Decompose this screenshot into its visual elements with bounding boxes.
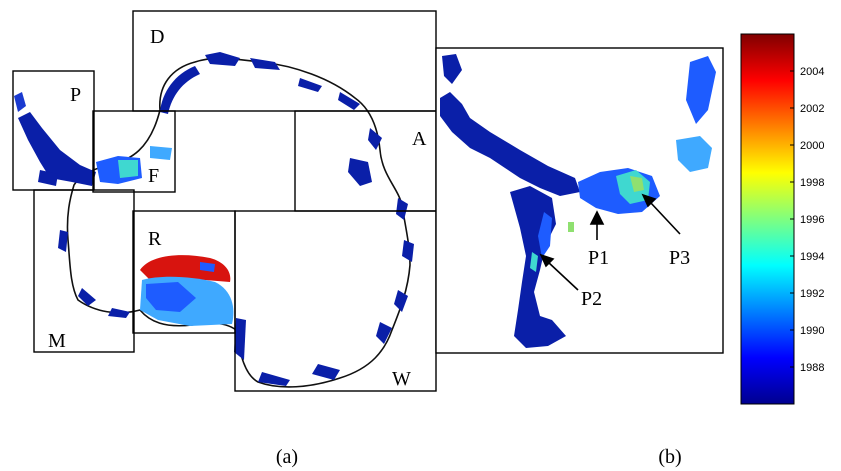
region-labels: P D A F R W M: [48, 26, 427, 390]
colorbar-tick-label: 1998: [800, 177, 824, 189]
point-label-p2: P2: [581, 288, 602, 310]
zoom-peninsula-ice: [440, 92, 580, 196]
peninsula-ice: [18, 112, 96, 186]
region-label-r: R: [148, 228, 162, 250]
point-label-p1: P1: [588, 247, 609, 269]
zoom-glacier-shallow: [538, 212, 552, 258]
ice-shelf-fronts: [38, 52, 414, 386]
region-box-m: [33, 189, 135, 353]
colorbar-tick-label: 2004: [800, 66, 824, 78]
panel-b-frame: [435, 47, 724, 354]
point-arrows: [539, 193, 681, 291]
point-label-p3: P3: [669, 247, 690, 269]
zoom-embayment-green: [630, 176, 644, 192]
colorbar-tick-label: 1990: [800, 325, 824, 337]
zoom-glacier-cyan: [530, 252, 538, 272]
caption-a: (a): [276, 446, 298, 468]
colorbar-ramp: [740, 33, 795, 405]
colorbar-tick-label: 2002: [800, 103, 824, 115]
point-labels: P1 P2 P3: [581, 247, 690, 310]
colorbar-tick-label: 1992: [800, 288, 824, 300]
zoom-ice-northeast: [686, 56, 716, 124]
colorbar-tick-label: 1996: [800, 214, 824, 226]
region-label-w: W: [392, 368, 411, 390]
colorbar: 2004 2002 2000 1998 1996 1994 1992 1990 1988: [740, 33, 824, 405]
ross-ice-shelf: [140, 255, 234, 326]
colorbar-tick-label: 1994: [800, 251, 824, 263]
colorbar-ticks: 2004 2002 2000 1998 1996 1994 1992 1990 1988: [790, 66, 824, 374]
peninsula-ice-north: [14, 92, 26, 112]
region-label-m: M: [48, 330, 66, 352]
panel-a-map: P D A F R W M (a): [12, 10, 437, 468]
zoom-glacier-south: [510, 186, 566, 348]
filchner-ice: [96, 146, 172, 184]
panel-b-zoom: P1 P2 P3 (b): [435, 47, 724, 468]
region-label-p: P: [70, 84, 81, 106]
region-label-f: F: [148, 165, 159, 187]
region-label-d: D: [150, 26, 164, 48]
colorbar-tick-label: 1988: [800, 362, 824, 374]
zoom-ice-green-dot: [568, 222, 574, 232]
colorbar-tick-label: 2000: [800, 140, 824, 152]
caption-b: (b): [658, 446, 681, 468]
zoom-peninsula-north: [442, 54, 462, 84]
zoom-ice-east: [676, 136, 712, 172]
region-label-a: A: [412, 128, 427, 150]
